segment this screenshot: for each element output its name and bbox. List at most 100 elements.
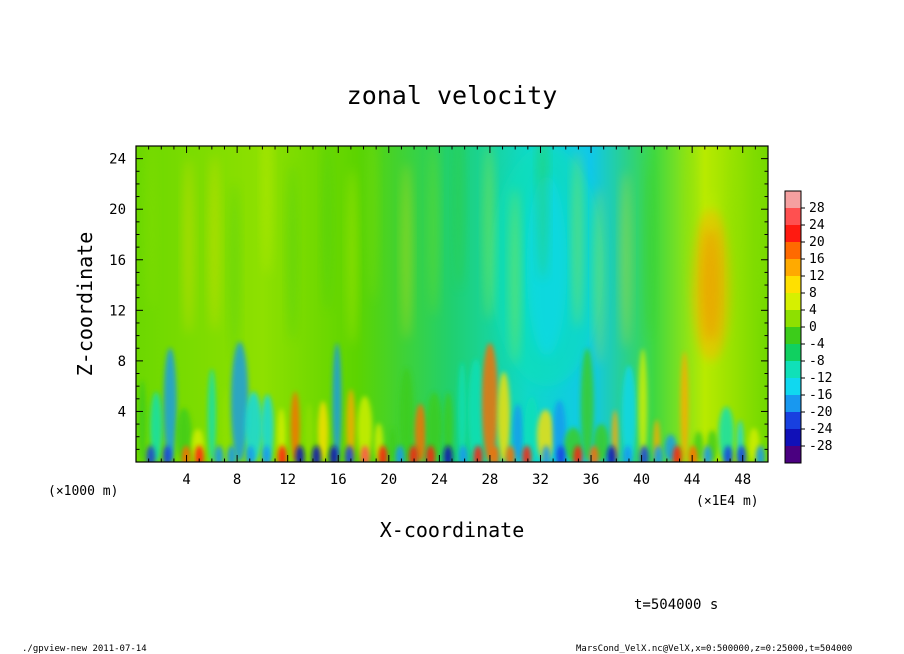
heatmap-streak	[401, 162, 412, 340]
y-tick-label: 20	[109, 202, 126, 218]
time-label: t=504000 s	[634, 597, 718, 613]
heatmap-cell	[360, 445, 370, 462]
heatmap-cell	[414, 403, 427, 462]
heatmap-cell	[395, 445, 405, 462]
heatmap-cell	[481, 343, 498, 462]
heatmap-streak	[367, 146, 378, 302]
heatmap-cell	[680, 351, 689, 462]
heatmap-cell	[311, 445, 321, 462]
heatmap-features	[138, 146, 768, 462]
heatmap-cell	[556, 445, 566, 462]
x-tick-label: 12	[279, 472, 296, 488]
heatmap-streak	[428, 146, 439, 317]
x-tick-label: 44	[684, 472, 701, 488]
colorbar-label: 28	[809, 201, 825, 216]
heatmap-cell	[261, 394, 274, 462]
colorbar-swatch	[785, 395, 801, 413]
heatmap-cell	[607, 445, 617, 462]
y-unit-note: (×1000 m)	[48, 484, 118, 499]
chart-title: zonal velocity	[347, 81, 558, 110]
heatmap-cell	[426, 392, 443, 462]
heatmap-streak	[183, 157, 194, 335]
heatmap-column-core	[526, 176, 567, 357]
heatmap-cell	[524, 396, 539, 462]
colorbar-swatch	[785, 276, 801, 294]
heatmap-cell	[512, 403, 523, 462]
heatmap-cell	[230, 341, 249, 462]
heatmap-cell	[737, 445, 747, 462]
heatmap-cell	[162, 445, 172, 462]
colorbar-label: -12	[809, 371, 832, 386]
colorbar-label: 0	[809, 320, 817, 335]
heatmap-streak	[347, 168, 358, 346]
heatmap-cell	[295, 445, 305, 462]
heatmap-cell	[214, 445, 224, 462]
heatmap-streak	[572, 151, 583, 329]
plot-area	[136, 146, 768, 462]
x-tick-label: 24	[431, 472, 448, 488]
heatmap-streak	[287, 164, 298, 342]
heatmap-cell	[723, 445, 733, 462]
heatmap-cell	[329, 445, 339, 462]
heatmap-cell	[305, 403, 314, 462]
heatmap-streak	[229, 183, 240, 360]
colorbar-label: -8	[809, 354, 825, 369]
heatmap-cell	[163, 347, 177, 462]
x-tick-label: 8	[233, 472, 241, 488]
heatmap-cell	[639, 445, 649, 462]
y-axis-label: Z-coordinate	[73, 232, 97, 377]
x-axis: 4 8 12 16 20 24 28 32 36 40 44 48	[135, 146, 769, 488]
colorbar-label: -16	[809, 388, 832, 403]
y-tick-label: 24	[109, 152, 126, 168]
heatmap-streak	[537, 146, 548, 281]
heatmap-streak	[483, 146, 495, 321]
heatmap-cell	[194, 445, 204, 462]
heatmap-cell	[703, 445, 712, 462]
heatmap-cell	[261, 445, 271, 462]
heatmap-cell	[138, 380, 147, 462]
heatmap-streak	[729, 147, 740, 325]
heatmap-streak	[322, 146, 333, 311]
colorbar-label: 4	[809, 303, 817, 318]
footer-right: MarsCond_VelX.nc@VelX,x=0:500000,z=0:250…	[576, 644, 852, 654]
heatmap-cell	[497, 371, 511, 462]
heatmap-cell	[580, 348, 594, 462]
heatmap-cell	[536, 409, 555, 462]
heatmap-streak	[509, 187, 521, 365]
heatmap-streak	[454, 146, 465, 290]
heatmap-cell	[245, 445, 255, 462]
heatmap-cell	[638, 348, 648, 462]
x-tick-label: 28	[481, 472, 498, 488]
x-tick-label: 48	[734, 472, 751, 488]
heatmap-cell	[332, 343, 342, 462]
heatmap-streak	[146, 146, 157, 310]
y-tick-label: 12	[109, 303, 126, 319]
colorbar-label: -28	[809, 439, 832, 454]
colorbar-swatch	[785, 327, 801, 345]
heatmap-cell	[150, 391, 163, 462]
colorbar-label: 24	[809, 218, 825, 233]
colorbar-label: -20	[809, 405, 832, 420]
heatmap-streak	[758, 146, 768, 321]
heatmap-cell	[378, 445, 388, 462]
heatmap-cell	[443, 392, 453, 462]
heatmap-streak	[209, 154, 220, 332]
colorbar-label: -24	[809, 422, 833, 437]
x-tick-label: 20	[380, 472, 397, 488]
footer-left: ./gpview-new 2011-07-14	[22, 644, 147, 654]
heatmap-cell	[227, 445, 237, 462]
heatmap-cell	[589, 445, 599, 462]
heatmap-cell	[426, 445, 435, 462]
heatmap-cell	[290, 391, 300, 462]
colorbar-swatch	[785, 310, 801, 328]
heatmap-cell	[505, 445, 515, 462]
colorbar-swatch	[785, 378, 801, 396]
heatmap-streak	[684, 146, 695, 292]
heatmap-cell	[346, 389, 356, 462]
heatmap-cell	[467, 359, 485, 462]
heatmap-cell	[207, 368, 216, 462]
colorbar-label: -4	[809, 337, 825, 352]
colorbar-label: 12	[809, 269, 825, 284]
colorbar-swatch	[785, 412, 801, 430]
heatmap-cell	[181, 445, 191, 462]
